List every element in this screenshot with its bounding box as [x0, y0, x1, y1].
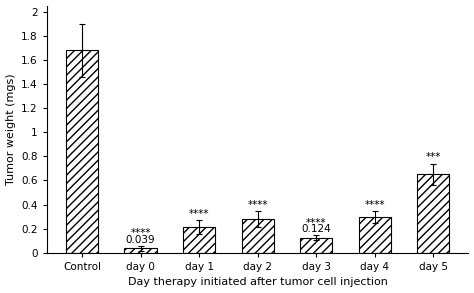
Text: ****: **** [306, 218, 327, 228]
Text: ****: **** [247, 200, 268, 210]
Bar [300, 238, 332, 253]
Y-axis label: Tumor weight (mgs): Tumor weight (mgs) [6, 73, 16, 185]
Bar [125, 248, 156, 253]
Bar [417, 174, 449, 253]
X-axis label: Day therapy initiated after tumor cell injection: Day therapy initiated after tumor cell i… [128, 277, 388, 287]
Bar [66, 50, 98, 253]
Text: 0.124: 0.124 [301, 224, 331, 234]
Text: ****: **** [365, 200, 385, 210]
Text: ****: **** [189, 209, 210, 219]
Bar [242, 219, 273, 253]
Text: ***: *** [426, 152, 441, 162]
Text: 0.039: 0.039 [126, 234, 155, 245]
Bar [358, 217, 391, 253]
Text: ****: **** [130, 228, 151, 238]
Bar [183, 227, 215, 253]
